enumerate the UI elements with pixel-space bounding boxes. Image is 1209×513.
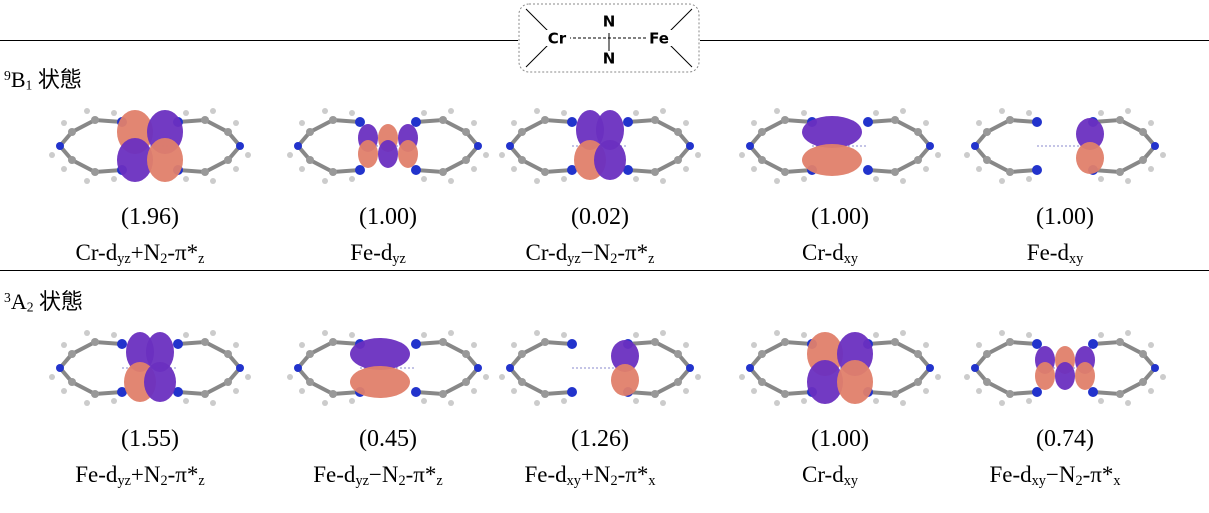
text-segment: -π* xyxy=(1083,462,1114,487)
occupation: (1.55) xyxy=(30,426,270,453)
text-segment: -π* xyxy=(618,462,649,487)
atom-label: Cr xyxy=(548,30,567,48)
text-segment: -π* xyxy=(617,240,648,265)
text-segment: x xyxy=(1113,473,1120,489)
inset-diagram: Cr Fe N N xyxy=(518,3,700,73)
text-segment: +N xyxy=(131,240,161,265)
orbital-image xyxy=(495,318,705,418)
text-segment: xy xyxy=(567,473,581,489)
text-segment: −N xyxy=(581,240,611,265)
atom-label: Fe xyxy=(649,30,669,48)
text-segment: -π* xyxy=(406,462,437,487)
orbital-image xyxy=(283,96,493,196)
occupation: (1.00) xyxy=(945,204,1185,231)
text-segment: Cr-d xyxy=(526,240,568,265)
text-segment: yz xyxy=(567,251,580,267)
text-segment: Fe-d xyxy=(313,462,355,487)
text-segment: −N xyxy=(369,462,399,487)
text-segment: z xyxy=(436,473,442,489)
orbital-label: Fe-dyz−N2-π*z xyxy=(258,462,498,490)
text-segment: 状態 xyxy=(34,289,84,314)
text-segment: yz xyxy=(117,251,130,267)
orbital-label: Fe-dyz+N2-π*z xyxy=(20,462,260,490)
text-segment: Fe-d xyxy=(989,462,1031,487)
orbital-label: Fe-dxy xyxy=(935,240,1175,268)
text-segment: 9 xyxy=(4,68,11,83)
state-label: 9B1 状態 xyxy=(4,62,82,94)
text-segment: Cr-d xyxy=(802,462,844,487)
occupation: (0.02) xyxy=(480,204,720,231)
text-segment: -π* xyxy=(167,240,198,265)
rule xyxy=(700,40,1209,41)
orbital-label: Fe-dyz xyxy=(258,240,498,268)
text-segment: yz xyxy=(355,473,368,489)
text-segment: 2 xyxy=(610,473,617,489)
occupation: (1.00) xyxy=(268,204,508,231)
occupation: (1.00) xyxy=(720,426,960,453)
text-segment: 2 xyxy=(27,300,34,315)
text-segment: Fe-d xyxy=(350,240,392,265)
state-label: 3A2 状態 xyxy=(4,284,83,316)
text-segment: xy xyxy=(844,251,858,267)
text-segment: 3 xyxy=(4,290,11,305)
figure: Cr Fe N N 9B1 状態(1.96)Cr-dyz+N2-π*z(1.00… xyxy=(0,0,1209,513)
text-segment: z xyxy=(648,251,654,267)
text-segment: xy xyxy=(1069,251,1083,267)
orbital-image xyxy=(960,96,1170,196)
text-segment: 2 xyxy=(398,473,405,489)
text-segment: A xyxy=(11,289,27,314)
text-segment: Fe-d xyxy=(524,462,566,487)
orbital-image xyxy=(45,96,255,196)
text-segment: yz xyxy=(392,251,405,267)
text-segment: -π* xyxy=(168,462,199,487)
text-segment: z xyxy=(198,251,204,267)
text-segment: +N xyxy=(581,462,611,487)
text-segment: +N xyxy=(131,462,161,487)
orbital-label: Fe-dxy+N2-π*x xyxy=(470,462,710,490)
text-segment: −N xyxy=(1046,462,1076,487)
orbital-image xyxy=(45,318,255,418)
text-segment: z xyxy=(198,473,204,489)
atom-label: N xyxy=(603,50,616,68)
text-segment: B xyxy=(11,67,26,92)
orbital-label: Cr-dyz−N2-π*z xyxy=(470,240,710,268)
orbital-label: Fe-dxy−N2-π*x xyxy=(935,462,1175,490)
text-segment: 状態 xyxy=(32,67,82,92)
text-segment: xy xyxy=(844,473,858,489)
text-segment: xy xyxy=(1032,473,1046,489)
text-segment: Fe-d xyxy=(1027,240,1069,265)
atom-label: N xyxy=(603,13,616,31)
occupation: (0.74) xyxy=(945,426,1185,453)
orbital-image xyxy=(735,96,945,196)
text-segment: Cr-d xyxy=(76,240,118,265)
text-segment: x xyxy=(648,473,655,489)
orbital-label: Cr-dxy xyxy=(710,240,950,268)
rule xyxy=(0,40,518,41)
orbital-image xyxy=(283,318,493,418)
orbital-label: Cr-dyz+N2-π*z xyxy=(20,240,260,268)
orbital-label: Cr-dxy xyxy=(710,462,950,490)
text-segment: 2 xyxy=(1075,473,1082,489)
orbital-image xyxy=(495,96,705,196)
occupation: (1.00) xyxy=(720,204,960,231)
occupation: (1.26) xyxy=(480,426,720,453)
text-segment: Fe-d xyxy=(75,462,117,487)
text-segment: Cr-d xyxy=(802,240,844,265)
orbital-image xyxy=(960,318,1170,418)
occupation: (1.96) xyxy=(30,204,270,231)
rule xyxy=(0,270,1209,271)
text-segment: 2 xyxy=(160,473,167,489)
text-segment: yz xyxy=(117,473,130,489)
orbital-image xyxy=(735,318,945,418)
occupation: (0.45) xyxy=(268,426,508,453)
